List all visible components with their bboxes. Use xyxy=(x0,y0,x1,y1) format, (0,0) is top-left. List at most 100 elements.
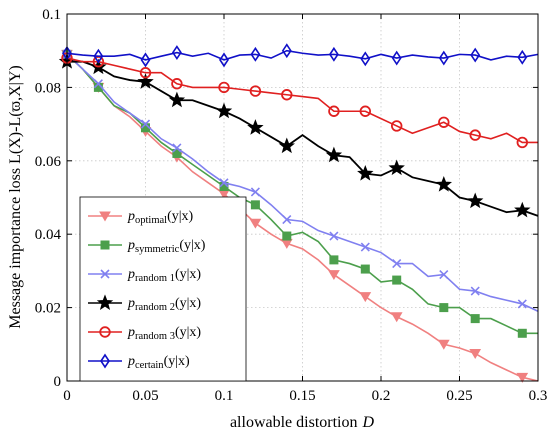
x-marker xyxy=(439,270,449,280)
triangle-marker xyxy=(328,270,340,281)
legend-item: prandom 3(y|x) xyxy=(88,325,201,342)
square-marker xyxy=(282,231,292,241)
legend-label-prefix: p xyxy=(127,267,135,282)
x-tick-label: 0.1 xyxy=(215,388,234,404)
legend-box xyxy=(79,196,247,382)
x-tick-label: 0.15 xyxy=(289,388,315,404)
x-marker xyxy=(250,187,260,197)
circle-marker xyxy=(171,78,183,90)
diamond-marker xyxy=(281,43,292,59)
diamond-marker xyxy=(517,49,528,65)
x-marker xyxy=(172,143,182,153)
triangle-marker xyxy=(99,211,111,222)
diamond-marker xyxy=(171,45,182,60)
circle-marker xyxy=(218,81,230,94)
x-tick-label: 0 xyxy=(63,388,71,404)
x-marker xyxy=(100,269,110,279)
circle-marker xyxy=(139,67,152,79)
y-tick-label: 0.1 xyxy=(42,7,61,23)
x-tick-label: 0.25 xyxy=(446,388,472,404)
y-tick-label: 0.04 xyxy=(35,227,62,243)
star-marker xyxy=(435,176,452,192)
triangle-marker xyxy=(249,218,262,229)
x-marker xyxy=(329,231,339,241)
diamond-marker xyxy=(470,47,481,63)
series-random-1 xyxy=(62,49,539,312)
square-marker xyxy=(360,264,370,274)
triangle-marker xyxy=(359,292,372,303)
legend-item: prandom 1(y|x) xyxy=(88,267,201,284)
star-marker xyxy=(96,294,114,310)
legend-label-sub: symmetric xyxy=(135,244,180,255)
diamond-marker xyxy=(391,50,402,66)
x-tick-label: 0.05 xyxy=(132,388,158,404)
y-tick-label: 0.02 xyxy=(35,301,61,317)
diamond-marker xyxy=(328,46,339,62)
x-marker xyxy=(470,286,480,296)
x-tick-label: 0.2 xyxy=(372,388,391,404)
legend-label-prefix: p xyxy=(127,354,135,369)
legend-label: prandom 3(y|x) xyxy=(127,325,201,342)
legend-label: prandom 2(y|x) xyxy=(127,296,201,313)
star-marker xyxy=(168,91,186,108)
y-axis-title: Message importance loss L(X)-L(ϖ,X|Y) xyxy=(7,65,24,328)
star-marker xyxy=(325,146,343,163)
legend-label-prefix: p xyxy=(127,325,135,340)
legend-item: pcertain(y|x) xyxy=(88,353,190,371)
legend-label-sub: random 2 xyxy=(135,302,175,313)
legend-label-suffix: (y|x) xyxy=(164,354,190,369)
legend-label: prandom 1(y|x) xyxy=(127,267,201,284)
legend-item: poptimal(y|x) xyxy=(88,209,194,226)
x-marker xyxy=(219,178,229,188)
diamond-marker xyxy=(250,46,261,62)
square-marker xyxy=(329,255,339,265)
star-marker xyxy=(215,102,233,119)
legend-label-prefix: p xyxy=(127,296,135,311)
series-line xyxy=(66,49,539,61)
triangle-marker xyxy=(437,339,450,350)
x-marker xyxy=(517,299,527,309)
y-tick-label: 0.08 xyxy=(35,80,61,96)
star-marker xyxy=(514,201,531,218)
legend-item: psymmetric(y|x) xyxy=(88,238,206,255)
diamond-marker xyxy=(360,51,371,67)
legend: poptimal(y|x)psymmetric(y|x)prandom 1(y|… xyxy=(79,196,247,382)
circle-marker xyxy=(328,105,340,117)
series-certain xyxy=(62,43,539,68)
legend-label-suffix: (y|x) xyxy=(175,296,201,311)
x-marker xyxy=(140,119,151,129)
x-marker xyxy=(93,79,103,89)
legend-label: poptimal(y|x) xyxy=(127,209,194,226)
legend-label: pcertain(y|x) xyxy=(127,354,190,371)
star-marker xyxy=(278,137,295,154)
x-marker xyxy=(392,258,402,269)
x-marker xyxy=(360,242,370,252)
star-marker xyxy=(388,159,405,176)
circle-marker xyxy=(359,105,372,117)
circle-marker xyxy=(391,120,403,132)
x-tick-labels: 0 0.05 0.1 0.15 0.2 0.25 0.3 xyxy=(63,388,547,404)
x-axis-title-var: D xyxy=(361,414,374,431)
series-line xyxy=(66,57,538,144)
square-marker xyxy=(517,328,527,338)
diamond-marker xyxy=(93,48,104,64)
legend-label: psymmetric(y|x) xyxy=(127,238,206,255)
legend-label-sub: optimal xyxy=(135,215,167,226)
diamond-marker xyxy=(438,50,449,66)
x-axis-title: allowable distortion D xyxy=(230,414,375,431)
legend-label-suffix: (y|x) xyxy=(175,325,201,340)
y-tick-labels: 0 0.02 0.04 0.06 0.08 0.1 xyxy=(35,7,62,390)
circle-marker xyxy=(469,129,481,141)
circle-marker xyxy=(281,89,293,101)
legend-label-prefix: p xyxy=(127,238,135,253)
diamond-marker xyxy=(140,52,151,68)
triangle-marker xyxy=(390,312,403,323)
y-tick-label: 0 xyxy=(54,374,62,390)
star-marker xyxy=(247,119,264,135)
legend-label-sub: random 3 xyxy=(135,331,175,342)
triangle-marker xyxy=(516,372,529,383)
diamond-marker xyxy=(219,52,229,68)
y-tick-label: 0.06 xyxy=(35,154,62,170)
series-layer xyxy=(58,43,539,383)
